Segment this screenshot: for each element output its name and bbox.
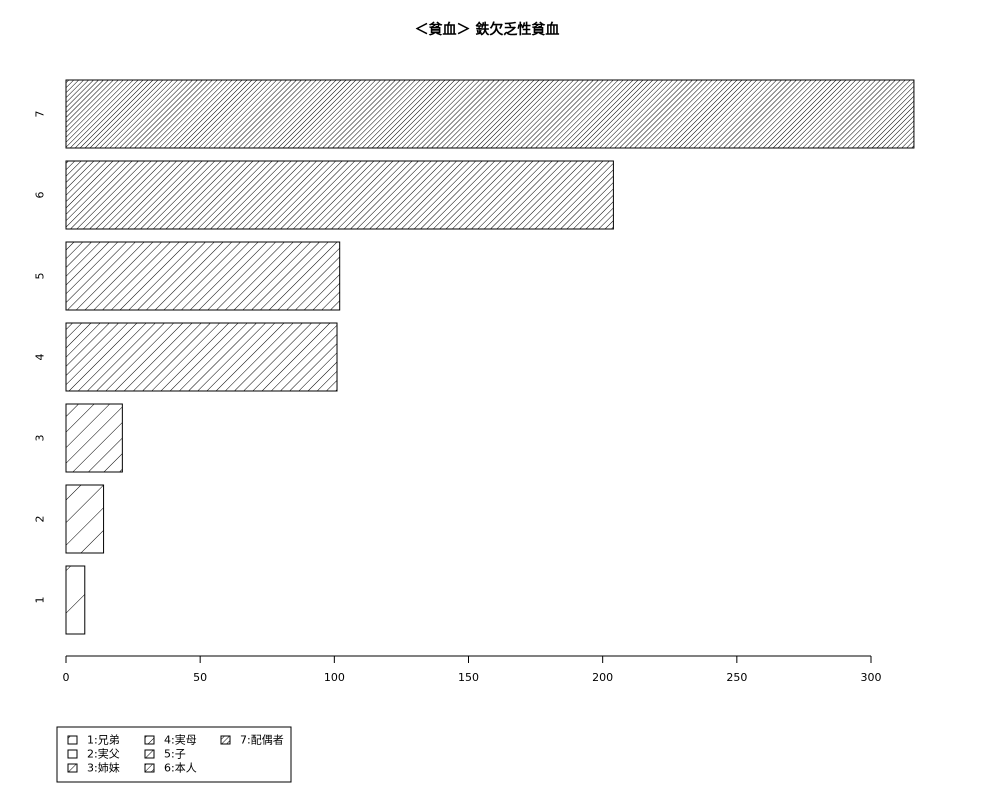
- legend: 1:兄弟2:実父3:姉妹 4:実母5:子6:本人 7:配偶者: [56, 726, 292, 783]
- bars-group: [65, 79, 915, 635]
- bar-3: [65, 403, 123, 473]
- x-tick-label: 150: [458, 671, 479, 684]
- x-tick-label: 250: [726, 671, 747, 684]
- legend-label: 2:実父: [87, 747, 120, 761]
- y-axis: 1 2 3 4 5 6 7: [34, 111, 47, 604]
- legend-label: 7:配偶者: [240, 734, 284, 747]
- legend-box: [56, 726, 292, 783]
- legend-label: 6:本人: [164, 761, 197, 775]
- legend-swatch: [144, 763, 155, 773]
- bar-7: [65, 79, 915, 149]
- legend-swatch: [67, 735, 78, 745]
- legend-swatch: [144, 735, 155, 745]
- bar-1: [65, 565, 86, 635]
- y-tick-label: 5: [34, 273, 47, 280]
- x-tick-label: 0: [63, 671, 70, 684]
- legend-swatch: [220, 735, 231, 745]
- y-tick-label: 4: [34, 354, 47, 361]
- bar-5: [65, 241, 341, 311]
- y-tick-label: 3: [34, 435, 47, 442]
- x-tick-label: 50: [193, 671, 207, 684]
- legend-label: 5:子: [164, 748, 186, 761]
- legend-label: 1:兄弟: [87, 734, 120, 747]
- y-tick-label: 2: [34, 516, 47, 523]
- legend-swatch: [67, 763, 78, 773]
- y-tick-label: 1: [34, 597, 47, 604]
- x-tick-label: 200: [592, 671, 613, 684]
- legend-swatch: [144, 749, 155, 759]
- bar-2: [65, 484, 105, 554]
- y-tick-label: 6: [34, 192, 47, 199]
- x-tick-label: 300: [861, 671, 882, 684]
- legend-label: 3:姉妹: [87, 761, 120, 775]
- chart-title: ＜貧血＞ 鉄欠乏性貧血: [415, 21, 560, 38]
- x-tick-label: 100: [324, 671, 345, 684]
- x-axis: 0 50 100 150 200 250 300: [63, 655, 882, 684]
- legend-label: 4:実母: [164, 733, 197, 747]
- legend-swatch: [67, 749, 78, 759]
- bar-6: [65, 160, 614, 230]
- bar-4: [65, 322, 338, 392]
- y-tick-label: 7: [34, 111, 47, 118]
